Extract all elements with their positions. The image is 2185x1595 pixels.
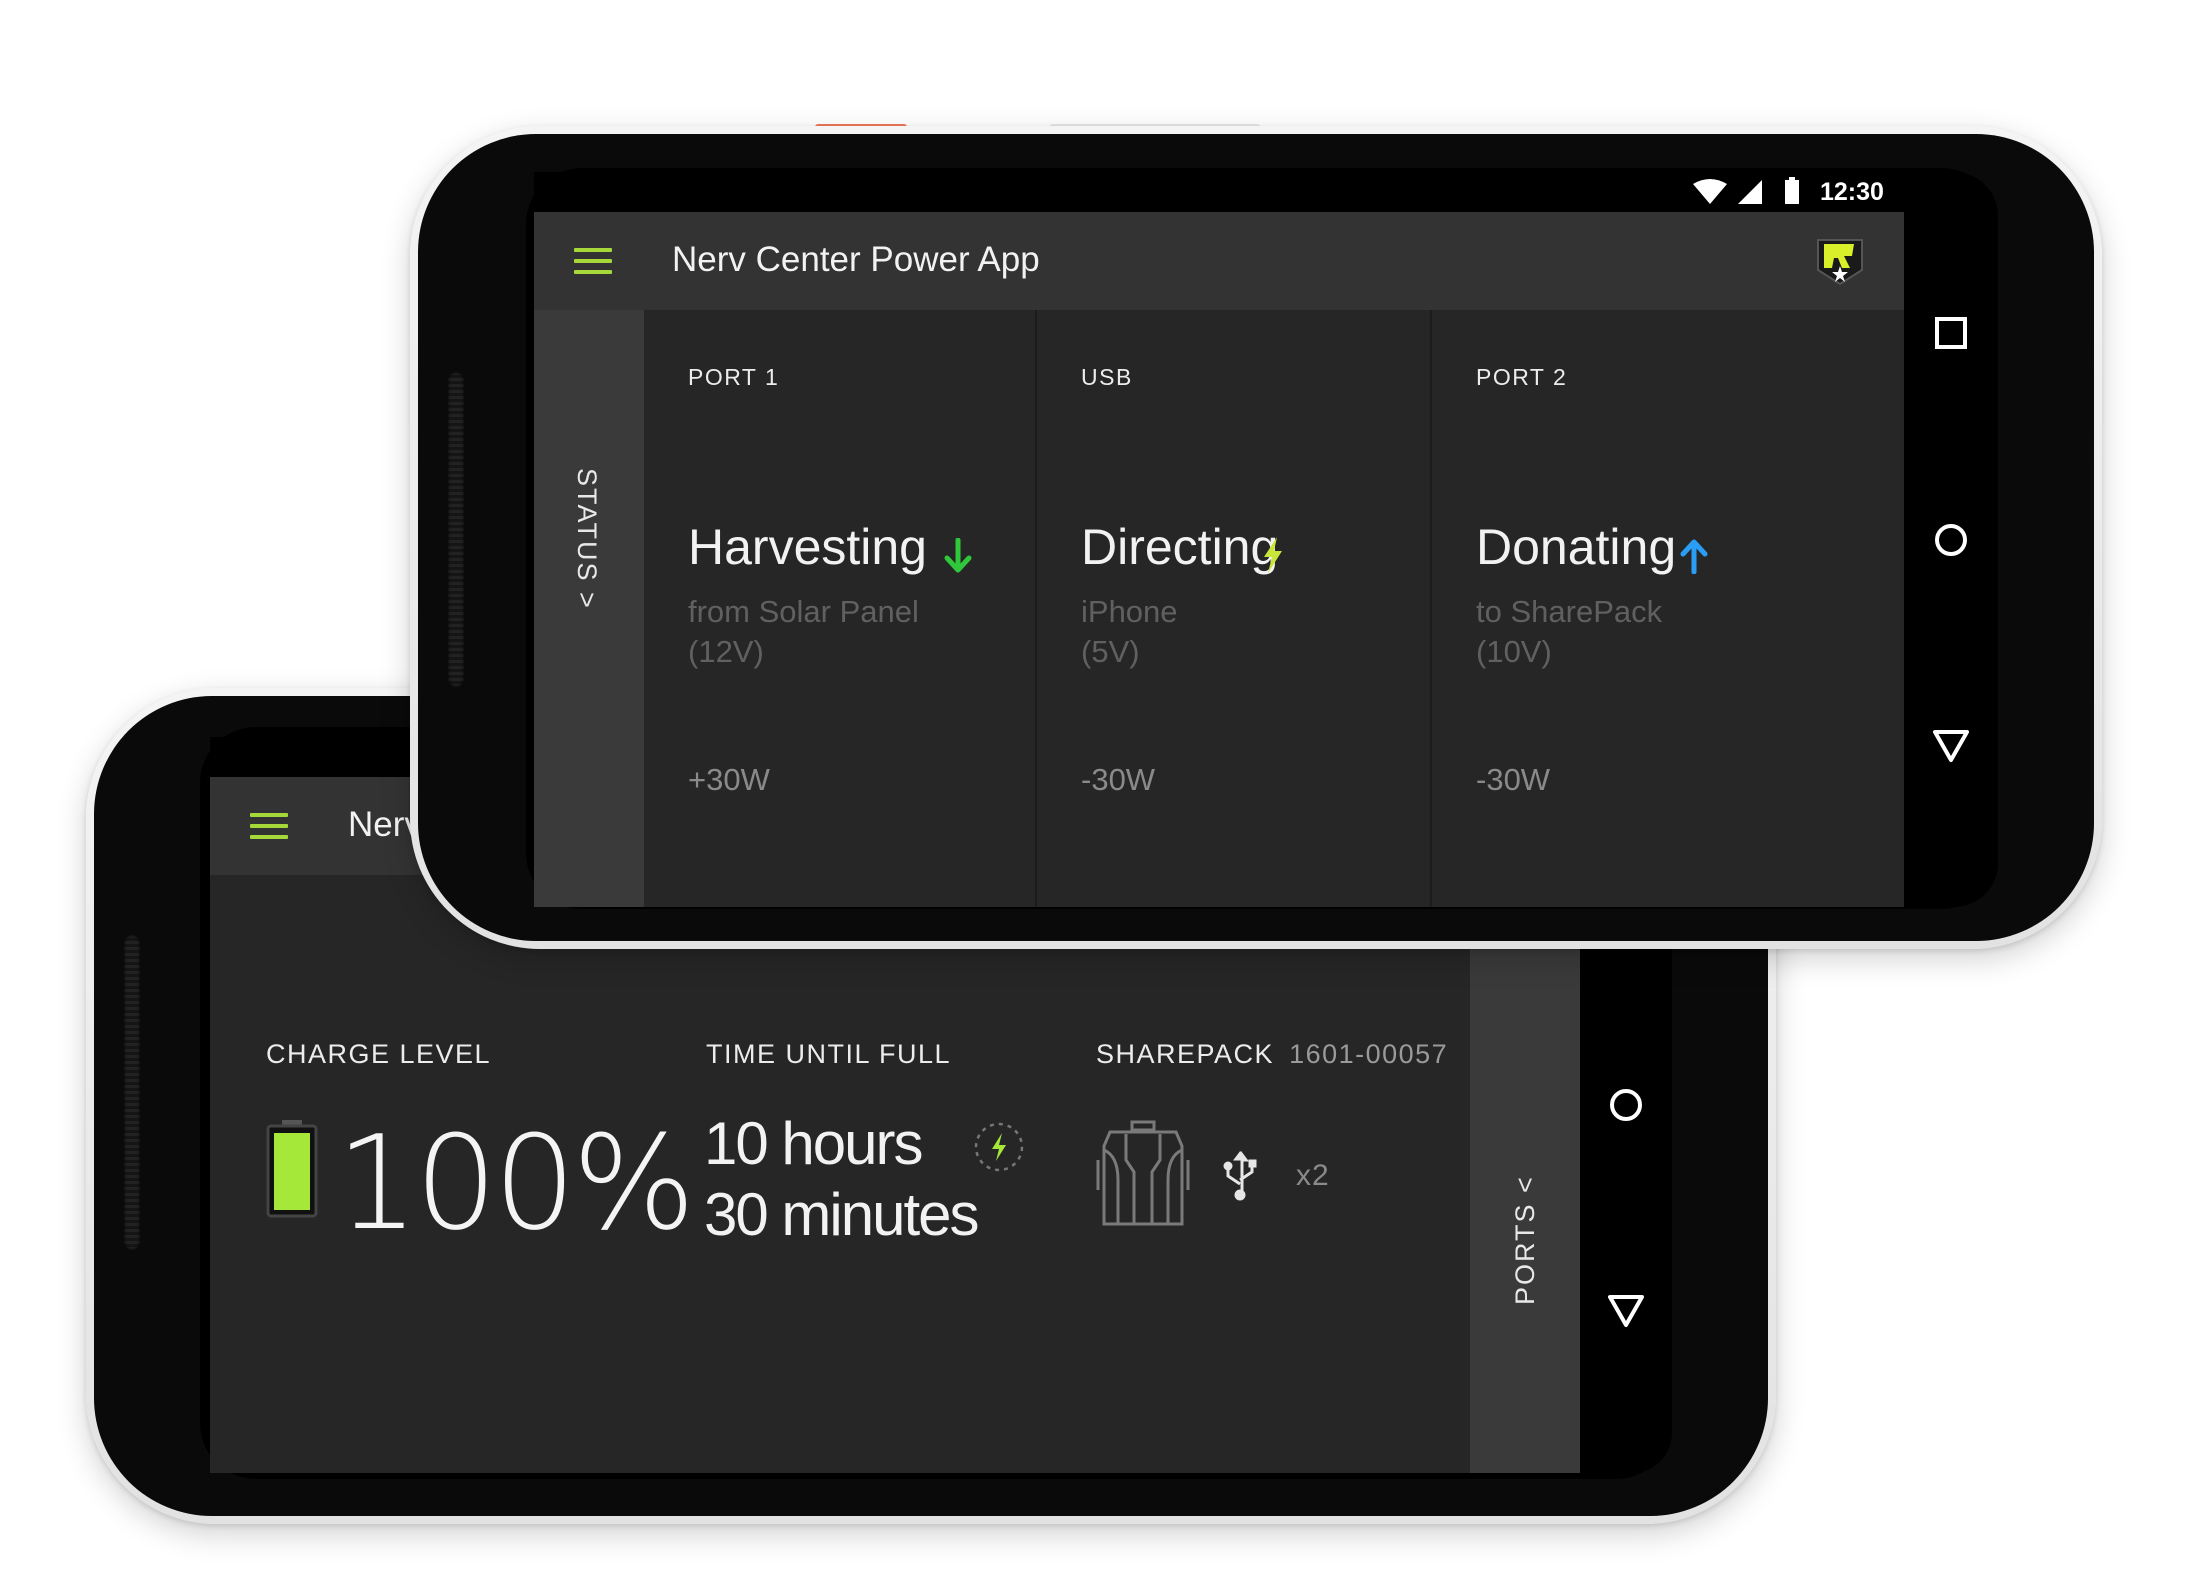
time-until-full-minutes: 30 minutes: [704, 1181, 979, 1248]
app-title: Nerv Center Power App: [672, 240, 1040, 279]
signal-icon: [1736, 178, 1764, 206]
port-source-line1: from Solar Panel: [688, 594, 919, 629]
port-mode: Donating: [1476, 519, 1677, 575]
port-watts: -30W: [1081, 762, 1156, 797]
app-bar: Nerv Center Power App: [534, 212, 1904, 310]
battery-icon: [1784, 177, 1800, 205]
port-source: to SharePack (10V): [1476, 592, 1662, 672]
port-source-line2: (5V): [1081, 634, 1140, 669]
ports-tab-label: PORTS <: [1510, 1175, 1540, 1305]
wifi-icon: [1692, 178, 1728, 206]
back-triangle-icon[interactable]: [1931, 728, 1971, 764]
usb-count: x2: [1296, 1159, 1330, 1192]
arrow-up-icon: [1680, 538, 1708, 575]
port-watts: +30W: [688, 762, 770, 797]
status-bar: 12:30: [534, 172, 1904, 212]
front-screen: 12:30 Nerv Center Power App STATUS > POR…: [534, 172, 1904, 907]
status-tab-label: STATUS >: [572, 468, 602, 610]
battery-icon: [266, 1120, 318, 1218]
time-until-full-label: TIME UNTIL FULL: [706, 1039, 952, 1069]
port-source: iPhone (5V): [1081, 592, 1178, 672]
sharepack-label: SHAREPACK 1601-00057: [1096, 1039, 1448, 1070]
port-mode: Directing: [1081, 519, 1279, 575]
recents-square-icon[interactable]: [1934, 316, 1968, 350]
lightning-icon: [1261, 536, 1285, 574]
port-mode: Harvesting: [688, 519, 927, 575]
status-time: 12:30: [1820, 178, 1884, 206]
back-phone-speaker: [124, 935, 140, 1250]
port-source-line1: to SharePack: [1476, 594, 1663, 629]
front-phone-speaker: [448, 372, 464, 687]
status-tab[interactable]: STATUS >: [534, 310, 644, 907]
usb-icon: [1222, 1150, 1258, 1202]
arrow-down-icon: [944, 537, 972, 574]
brand-logo-icon[interactable]: [1814, 236, 1866, 288]
home-circle-icon[interactable]: [1933, 522, 1969, 558]
ports-tab[interactable]: PORTS <: [1470, 875, 1580, 1473]
port-label: USB: [1081, 364, 1133, 390]
charge-level-value: 100%: [336, 1107, 696, 1259]
port-divider: [1035, 310, 1037, 907]
hamburger-menu-icon[interactable]: [250, 813, 288, 839]
port-source-line1: iPhone: [1081, 594, 1178, 629]
time-until-full-hours: 10 hours: [704, 1110, 923, 1177]
back-triangle-icon[interactable]: [1606, 1293, 1646, 1329]
front-nav-bar-column: [1904, 172, 1998, 907]
port-source: from Solar Panel (12V): [688, 592, 919, 672]
port-label: PORT 2: [1476, 364, 1568, 390]
port-card-usb[interactable]: USB Directing iPhone (5V) -30W: [1037, 310, 1432, 907]
app-title: Nerv: [348, 805, 422, 844]
port-watts: -30W: [1476, 762, 1551, 797]
port-source-line2: (10V): [1476, 634, 1552, 669]
port-label: PORT 1: [688, 364, 780, 390]
port-divider: [1430, 310, 1432, 907]
hamburger-menu-icon[interactable]: [574, 248, 612, 274]
port-source-line2: (12V): [688, 634, 764, 669]
charge-level-label: CHARGE LEVEL: [266, 1039, 492, 1069]
home-circle-icon[interactable]: [1608, 1087, 1644, 1123]
charging-timer-icon: [972, 1120, 1026, 1174]
sharepack-device-icon: [1096, 1120, 1190, 1230]
sharepack-serial: 1601-00057: [1289, 1039, 1449, 1069]
port-card-port2[interactable]: PORT 2 Donating to SharePack (10V) -30W: [1432, 310, 1804, 907]
port-card-port1[interactable]: PORT 1 Harvesting from Solar Panel (12V)…: [644, 310, 1037, 907]
sharepack-title: SHAREPACK: [1096, 1039, 1275, 1069]
